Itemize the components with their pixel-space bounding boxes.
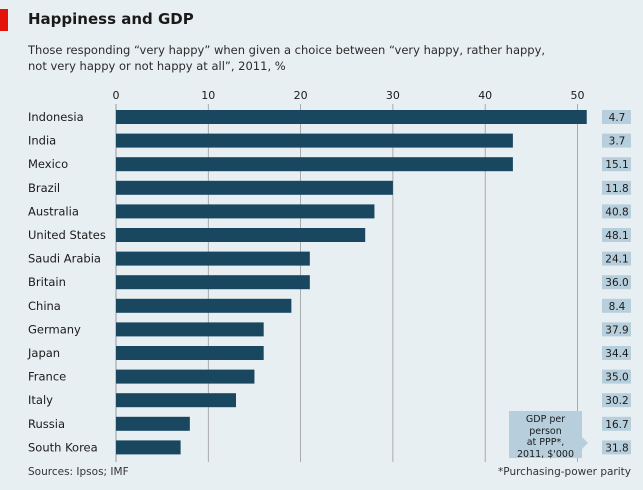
gdp-value: 31.8 <box>605 442 628 454</box>
gdp-value-box <box>602 393 631 408</box>
gdp-value-box <box>602 298 631 313</box>
gdp-value-box <box>602 275 631 290</box>
category-label: Saudi Arabia <box>28 252 101 266</box>
category-label: United States <box>28 228 106 242</box>
x-tick-label: 30 <box>386 89 400 102</box>
gdp-legend-line-2: at PPP*, <box>526 437 565 448</box>
bar <box>116 440 181 455</box>
gdp-value: 36.0 <box>605 277 628 289</box>
x-tick-label: 20 <box>294 89 308 102</box>
gdp-value: 4.7 <box>609 112 626 124</box>
category-label: Japan <box>27 346 60 360</box>
category-label: Britain <box>28 275 66 289</box>
gdp-value-box <box>602 416 631 431</box>
category-label: France <box>28 370 66 384</box>
bar <box>116 157 513 172</box>
category-label: Germany <box>28 322 81 336</box>
category-label: South Korea <box>28 440 98 454</box>
bar <box>116 228 366 242</box>
gdp-value: 24.1 <box>605 254 628 266</box>
gdp-value-box <box>602 110 631 124</box>
bar <box>116 275 310 290</box>
gdp-value: 37.9 <box>605 324 628 336</box>
bar <box>116 133 513 148</box>
bar <box>116 110 587 124</box>
x-tick-label: 10 <box>201 89 215 102</box>
gdp-value: 48.1 <box>605 230 628 242</box>
gdp-value-box <box>602 180 631 195</box>
gdp-value-box <box>602 228 631 242</box>
category-label: Australia <box>28 204 79 218</box>
subtitle-line-2: not very happy or not happy at all”, 201… <box>28 59 286 73</box>
x-tick-label: 50 <box>571 89 585 102</box>
bar <box>116 369 255 384</box>
bar <box>116 416 190 431</box>
category-label: Brazil <box>28 181 60 195</box>
gdp-value-box <box>602 322 631 337</box>
category-label: India <box>28 134 56 148</box>
gdp-value: 8.4 <box>609 301 626 313</box>
gdp-value: 35.0 <box>605 372 628 384</box>
category-label: Mexico <box>28 157 68 171</box>
footnote: *Purchasing-power parity <box>498 466 631 478</box>
gdp-value: 3.7 <box>609 136 626 148</box>
bar <box>116 180 393 195</box>
gdp-value: 40.8 <box>605 206 628 218</box>
gdp-legend-line-3: 2011, $'000 <box>516 448 574 460</box>
category-label: Italy <box>28 393 53 407</box>
gdp-value-box <box>602 157 631 172</box>
bar <box>116 346 264 360</box>
gdp-value: 34.4 <box>605 348 629 360</box>
gdp-legend-arrow <box>582 437 588 449</box>
bar <box>116 322 264 337</box>
gdp-value-box <box>602 133 631 148</box>
gdp-value-box <box>602 251 631 266</box>
gdp-value: 16.7 <box>605 419 628 431</box>
gdp-value: 15.1 <box>605 159 628 171</box>
subtitle-line-1: Those responding “very happy” when given… <box>28 43 546 57</box>
gdp-value: 30.2 <box>605 395 628 407</box>
chart-title: Happiness and GDP <box>28 10 194 28</box>
gdp-value-box <box>602 346 631 360</box>
bar <box>116 298 292 313</box>
gdp-value-box <box>602 204 631 219</box>
gdp-legend-box: GDP per person at PPP*, 2011, $'000 <box>509 411 588 460</box>
sources-note: Sources: Ipsos; IMF <box>28 466 129 478</box>
x-tick-label: 40 <box>478 89 492 102</box>
category-label: China <box>28 299 61 313</box>
category-label: Russia <box>28 417 65 431</box>
gdp-value-box <box>602 440 631 455</box>
gdp-legend-line-1: GDP per person <box>525 414 566 437</box>
x-tick-label: 0 <box>113 89 120 102</box>
bar <box>116 204 375 219</box>
chart-subtitle: Those responding “very happy” when given… <box>28 42 608 74</box>
bar <box>116 393 236 408</box>
bar <box>116 251 310 266</box>
gdp-value: 11.8 <box>605 183 628 195</box>
gdp-value-box <box>602 369 631 384</box>
brand-tag <box>0 9 8 31</box>
category-label: Indonesia <box>28 110 84 124</box>
